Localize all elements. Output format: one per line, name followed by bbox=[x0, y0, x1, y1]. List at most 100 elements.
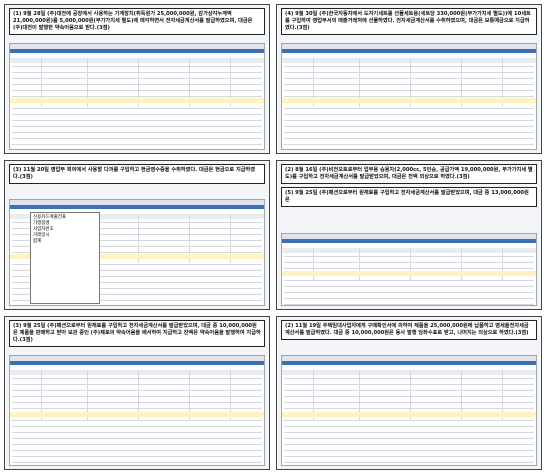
grid-row bbox=[12, 114, 262, 115]
screenshot-panel: (2) 11월 19일 주택임대사업자에게 구매확인서에 의하여 제품을 25,… bbox=[276, 316, 542, 470]
grid-row bbox=[284, 132, 534, 133]
software-window bbox=[281, 43, 537, 150]
grid-row bbox=[12, 108, 262, 109]
grid-col bbox=[358, 58, 360, 107]
grid-row bbox=[12, 378, 262, 379]
grid-col bbox=[40, 370, 42, 421]
grid-row bbox=[284, 96, 534, 97]
grid-row bbox=[12, 228, 262, 229]
grid-row bbox=[12, 402, 262, 403]
grid-row bbox=[284, 138, 534, 139]
screenshot-panel: (4) 9월 30일 (주)한국자동차에서 도자기세트를 선물세트용(세트당 3… bbox=[276, 4, 542, 154]
grid-row bbox=[12, 396, 262, 397]
entry-row bbox=[10, 254, 264, 259]
software-window bbox=[281, 355, 537, 466]
grid-row bbox=[12, 90, 262, 91]
grid-row bbox=[284, 262, 534, 263]
grid-row bbox=[284, 256, 534, 257]
software-window bbox=[9, 43, 265, 150]
grid-row bbox=[12, 126, 262, 127]
grid-row bbox=[284, 126, 534, 127]
grid-row bbox=[284, 268, 534, 269]
grid-row bbox=[12, 96, 262, 97]
grid-row bbox=[12, 72, 262, 73]
grid-row bbox=[284, 402, 534, 403]
screenshot-panel: (3) 11월 20일 영업부 회의에서 사용할 다과를 구입하고 현금영수증을… bbox=[4, 160, 270, 310]
question-text: (2) 8월 16일 (주)비전오토로부터 업무용 승용차(2,000cc, 5… bbox=[281, 164, 537, 184]
grid-col bbox=[410, 58, 411, 107]
entry-row bbox=[282, 271, 536, 276]
grid-row bbox=[284, 78, 534, 79]
grid-row bbox=[12, 420, 262, 421]
header-row bbox=[10, 214, 264, 219]
grid-row bbox=[284, 378, 534, 379]
entry-row bbox=[282, 412, 536, 417]
menu-bar bbox=[10, 356, 264, 361]
grid-row bbox=[12, 132, 262, 133]
grid-row bbox=[284, 72, 534, 73]
grid-row bbox=[284, 396, 534, 397]
header-row bbox=[282, 370, 536, 375]
header-row bbox=[10, 58, 264, 63]
grid-col bbox=[312, 248, 314, 282]
menu-bar bbox=[10, 200, 264, 205]
question-text: (5) 9월 25일 (주)패션으로부터 원재료를 구입하고 전자세금계산서를 … bbox=[281, 187, 537, 207]
grid-row bbox=[12, 276, 262, 277]
grid-row bbox=[284, 114, 534, 115]
grid-col bbox=[138, 214, 139, 263]
grid-col bbox=[358, 370, 360, 421]
entry-row bbox=[282, 98, 536, 103]
grid-col bbox=[189, 58, 191, 107]
grid-col bbox=[86, 370, 88, 421]
question-text: (3) 9월 25일 (주)패션으로부터 원재료를 구입하고 전자세금계산서를 … bbox=[9, 320, 265, 347]
grid-row bbox=[284, 298, 534, 299]
grid-col bbox=[461, 58, 463, 107]
grid-row bbox=[12, 450, 262, 451]
grid-col bbox=[86, 58, 88, 107]
grid-row bbox=[12, 300, 262, 301]
grid-row bbox=[12, 408, 262, 409]
grid-col bbox=[410, 248, 411, 282]
grid-row bbox=[12, 84, 262, 85]
grid-row bbox=[284, 444, 534, 445]
toolbar bbox=[282, 361, 536, 365]
screenshot-panel: (1) 9월 28일 (주)대전에 공장에서 사용하는 기계장치(취득원가 25… bbox=[4, 4, 270, 154]
grid-col bbox=[40, 58, 42, 107]
grid-col bbox=[138, 370, 139, 421]
grid-row bbox=[284, 66, 534, 67]
grid-col bbox=[502, 58, 504, 107]
grid-col bbox=[461, 370, 463, 421]
grid-col bbox=[461, 248, 463, 282]
grid-col bbox=[189, 370, 191, 421]
receipt-line: 사업자번호 bbox=[33, 227, 54, 232]
menu-bar bbox=[282, 356, 536, 361]
grid-row bbox=[12, 456, 262, 457]
software-window bbox=[9, 355, 265, 466]
grid-col bbox=[230, 58, 232, 107]
grid-row bbox=[284, 432, 534, 433]
grid-row bbox=[284, 84, 534, 85]
grid-row bbox=[284, 108, 534, 109]
menu-bar bbox=[10, 44, 264, 49]
screenshot-panel: (2) 8월 16일 (주)비전오토로부터 업무용 승용차(2,000cc, 5… bbox=[276, 160, 542, 310]
receipt-line: 신용카드매출전표 bbox=[33, 215, 67, 220]
grid-col bbox=[502, 248, 504, 282]
grid-row bbox=[12, 120, 262, 121]
grid-row bbox=[12, 66, 262, 67]
grid-row bbox=[284, 384, 534, 385]
grid-row bbox=[12, 252, 262, 253]
toolbar bbox=[10, 361, 264, 365]
grid-row bbox=[284, 144, 534, 145]
grid-col bbox=[358, 248, 360, 282]
grid-col bbox=[502, 370, 504, 421]
toolbar bbox=[282, 49, 536, 53]
grid-row bbox=[12, 270, 262, 271]
grid-row bbox=[284, 450, 534, 451]
grid-row bbox=[284, 304, 534, 305]
grid-row bbox=[12, 426, 262, 427]
receipt-line: 가맹점명 bbox=[33, 221, 50, 226]
grid-col bbox=[230, 214, 232, 263]
toolbar bbox=[282, 239, 536, 243]
grid-row bbox=[284, 408, 534, 409]
toolbar bbox=[10, 205, 264, 209]
